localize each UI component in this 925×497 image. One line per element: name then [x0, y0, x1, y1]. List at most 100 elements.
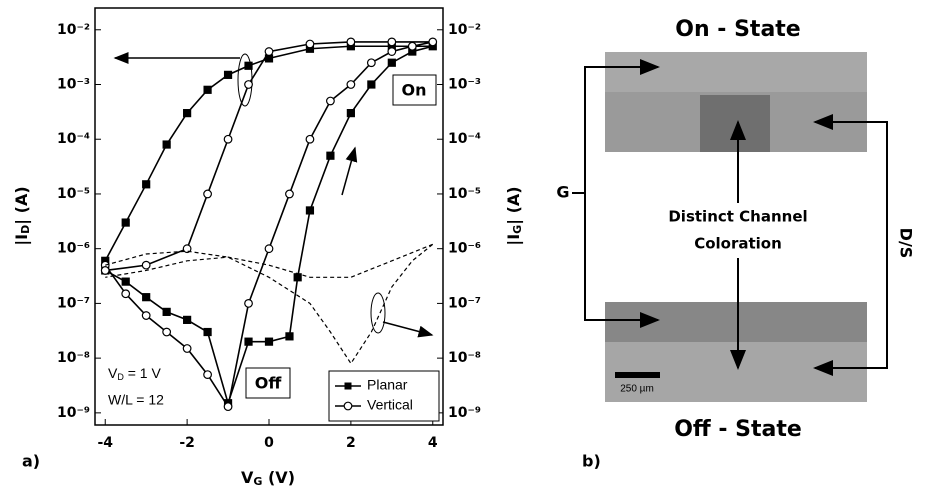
scale-bar	[615, 372, 660, 378]
marker	[203, 327, 212, 337]
line	[104, 41, 433, 409]
marker	[428, 37, 438, 47]
y-tick-label: 10⁻²	[57, 22, 90, 38]
marker	[244, 61, 253, 70]
ellipse	[370, 292, 386, 334]
marker	[100, 266, 110, 275]
marker	[305, 39, 315, 49]
marker	[121, 289, 131, 299]
marker	[182, 344, 192, 353]
y-tick-label: 10⁻⁹	[57, 405, 90, 421]
marker	[387, 58, 396, 67]
marker	[244, 337, 253, 346]
ds-label: D/S	[897, 228, 916, 259]
y-tick-label: 10⁻⁴	[57, 131, 90, 147]
marker	[142, 180, 151, 189]
legend-marker	[343, 401, 353, 411]
legend-label: Vertical	[367, 397, 413, 413]
arrow	[382, 321, 434, 338]
marker	[346, 37, 356, 47]
y2-tick-label: 10⁻⁸	[448, 350, 481, 366]
y-tick-label: 10⁻³	[57, 77, 90, 93]
y2-tick-label: 10⁻⁵	[448, 186, 481, 202]
x-tick-label: -2	[179, 435, 195, 451]
marker	[142, 293, 151, 302]
marker	[346, 80, 356, 89]
on-label: On	[402, 81, 427, 100]
marker	[223, 70, 233, 79]
marker	[367, 80, 376, 89]
photo-off-band	[605, 302, 867, 342]
marker	[203, 189, 212, 199]
channel	[700, 95, 770, 152]
x-tick-label: 4	[428, 435, 438, 451]
on-box	[392, 74, 437, 106]
y2-tick-label: 10⁻⁴	[448, 131, 481, 147]
x-axis-label: VG (V)	[241, 468, 295, 489]
y2-tick-label: 10⁻²	[448, 22, 481, 38]
off-label: Off	[255, 374, 283, 393]
marker	[264, 244, 274, 254]
marker	[366, 58, 376, 68]
line	[104, 45, 433, 406]
arrow	[341, 146, 358, 196]
marker	[141, 260, 151, 270]
marker	[162, 307, 171, 316]
marker	[162, 327, 172, 337]
y2-axis-label: |IG| (A)	[504, 186, 525, 245]
panel-label: b)	[582, 452, 601, 471]
x-tick-label: 0	[264, 435, 274, 451]
plot-frame	[94, 7, 444, 426]
marker	[141, 311, 151, 320]
wl-note: W/L = 12	[108, 392, 164, 408]
marker	[203, 85, 212, 94]
top-title: On - State	[675, 17, 800, 42]
marker	[121, 218, 130, 227]
marker	[182, 244, 192, 254]
y2-tick-label: 10⁻⁶	[448, 241, 481, 257]
scale-bar-label: 250 µm	[620, 384, 654, 395]
marker	[203, 370, 212, 380]
marker	[293, 273, 302, 282]
panel-label: a)	[22, 452, 40, 471]
off-box	[245, 367, 291, 399]
marker	[183, 109, 192, 118]
y2-tick-label: 10⁻⁹	[448, 405, 481, 421]
marker	[183, 315, 192, 324]
marker	[162, 140, 171, 149]
marker	[326, 151, 335, 160]
marker	[346, 109, 355, 118]
caption: Coloration	[694, 235, 782, 253]
marker	[305, 206, 315, 215]
gate-label: G	[556, 183, 569, 202]
marker	[285, 332, 294, 341]
marker	[264, 337, 274, 346]
marker	[223, 134, 233, 144]
y-tick-label: 10⁻⁵	[57, 186, 90, 202]
photo-on-band	[605, 52, 867, 92]
marker	[264, 47, 274, 56]
y-tick-label: 10⁻⁸	[57, 350, 90, 366]
line	[105, 243, 433, 278]
y-tick-label: 10⁻⁶	[57, 241, 90, 257]
legend-marker	[344, 382, 352, 390]
marker	[244, 299, 253, 308]
marker	[407, 41, 417, 51]
caption: Distinct Channel	[668, 208, 807, 226]
marker	[285, 189, 294, 199]
y-axis-label: |ID| (A)	[12, 186, 33, 245]
x-tick-label: 2	[346, 435, 356, 451]
bottom-title: Off - State	[674, 417, 802, 442]
legend-label: Planar	[367, 377, 408, 393]
y2-tick-label: 10⁻³	[448, 77, 481, 93]
marker	[121, 277, 130, 286]
legend-box	[328, 370, 440, 422]
marker	[244, 80, 253, 89]
marker	[387, 47, 397, 56]
x-tick-label: -4	[97, 435, 113, 451]
marker	[223, 402, 233, 412]
marker	[387, 37, 397, 47]
y-tick-label: 10⁻⁷	[57, 295, 90, 311]
marker	[305, 134, 315, 144]
